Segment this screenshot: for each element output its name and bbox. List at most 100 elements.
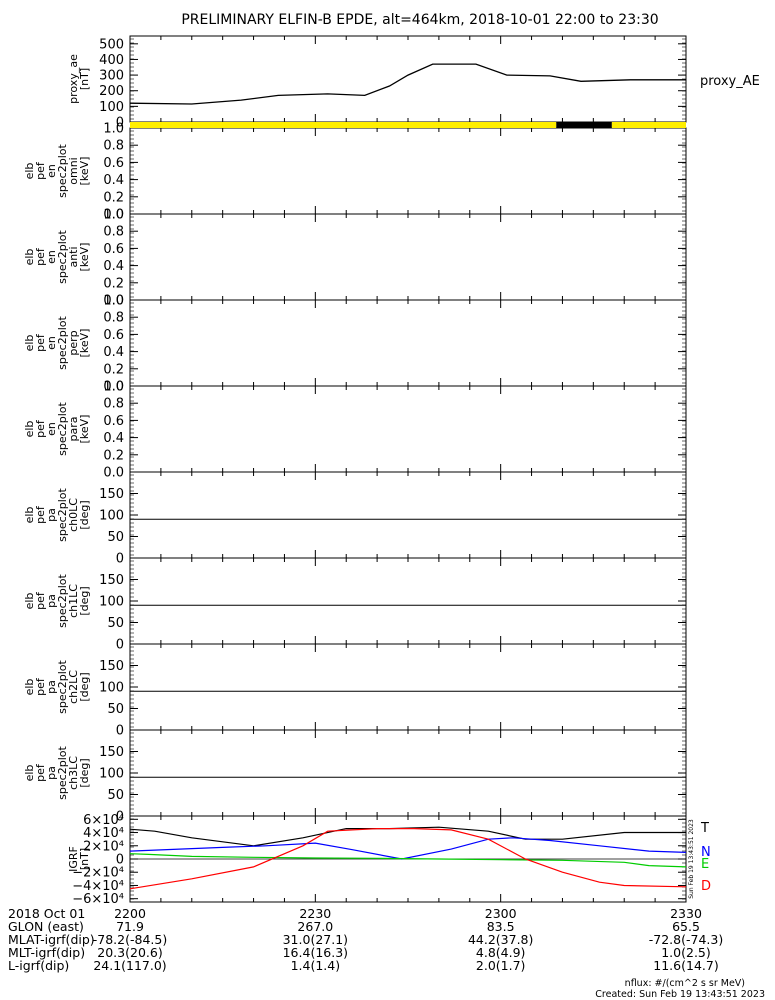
panel-frame xyxy=(129,557,687,645)
y-tick-label: 1.0 xyxy=(103,380,124,395)
axis-row-value: 31.0(27.1) xyxy=(283,932,348,947)
panel-perp: 1.0 0.8 0.6 0.4 0.2 0.0 elbpefenspec2plotperp[… xyxy=(23,294,687,395)
panel-frame xyxy=(129,643,687,731)
y-axis-label-line: pef xyxy=(34,333,47,352)
y-axis-label-line: elb xyxy=(23,507,36,524)
side-timestamp: Sun Feb 19 13:43:51 2023 xyxy=(688,819,695,899)
y-axis-label-line: [keV] xyxy=(78,243,91,272)
y-tick-label: 150 xyxy=(99,487,124,502)
y-tick-label: 0.8 xyxy=(103,139,124,154)
y-tick-label: 50 xyxy=(107,788,124,803)
panel-frame xyxy=(129,35,687,123)
legend-N: N xyxy=(701,845,711,860)
y-axis-label-line: en xyxy=(45,164,58,178)
y-axis-label-line: ch0LC xyxy=(67,498,80,532)
y-tick-label: 150 xyxy=(99,659,124,674)
igrf-N-line xyxy=(129,837,687,860)
y-tick-label: 0.6 xyxy=(103,414,124,429)
status-segment-yellow xyxy=(130,122,557,128)
y-axis-label-line: elb xyxy=(23,593,36,610)
y-axis-label-line: elb xyxy=(23,765,36,782)
axis-row-value: -78.2(-84.5) xyxy=(93,932,167,947)
y-tick-label: −2×10⁴ xyxy=(72,866,124,881)
y-tick-label: 0.0 xyxy=(103,294,124,309)
y-tick-label: 0.0 xyxy=(103,466,124,481)
y-axis-label-line: [deg] xyxy=(78,586,91,615)
y-axis-label-line: IGRF xyxy=(67,846,80,872)
y-tick-label: 0.2 xyxy=(103,190,124,205)
y-axis-label-line: pef xyxy=(34,763,47,782)
y-axis-label-line: ch1LC xyxy=(67,584,80,618)
axis-row-label: MLAT-igrf(dip) xyxy=(8,932,95,947)
y-tick-label: 0 xyxy=(116,552,124,567)
y-axis-label-line: en xyxy=(45,336,58,350)
y-tick-label: 150 xyxy=(99,573,124,588)
legend-E: E xyxy=(701,857,709,872)
y-tick-label: 0.0 xyxy=(103,208,124,223)
y-tick-label: 1.0 xyxy=(103,208,124,223)
y-axis-label-line: spec2plot xyxy=(56,402,69,456)
axis-row-value: 267.0 xyxy=(297,919,333,934)
y-axis-label-line: elb xyxy=(23,335,36,352)
y-axis-label-line: pef xyxy=(34,419,47,438)
y-tick-label: 150 xyxy=(99,745,124,760)
legend-D: D xyxy=(701,879,711,894)
y-axis-label-line: [deg] xyxy=(78,758,91,787)
axis-row-value: 2200 xyxy=(114,906,146,921)
y-tick-label: 0.6 xyxy=(103,242,124,257)
y-axis-label-line: pa xyxy=(45,680,58,694)
footer-layer: 2018 Oct 01 2200 2230 2300 2330 GLON (east) 71… xyxy=(8,906,765,1000)
y-axis-label-line: en xyxy=(45,422,58,436)
y-tick-label: 0.4 xyxy=(103,431,124,446)
axis-row-value: 1.4(1.4) xyxy=(291,958,341,973)
y-axis-label-line: elb xyxy=(23,421,36,438)
y-axis-label-line: omni xyxy=(67,157,80,184)
y-tick-label: 0 xyxy=(116,116,124,131)
y-axis-label-line: pa xyxy=(45,766,58,780)
axis-row-value: 24.1(117.0) xyxy=(93,958,166,973)
y-tick-label: 1.0 xyxy=(103,122,124,137)
y-axis-label-line: elb xyxy=(23,163,36,180)
y-axis-label-line: pef xyxy=(34,591,47,610)
axis-row-value: 2330 xyxy=(670,906,702,921)
y-axis-label-line: [nT] xyxy=(78,68,91,90)
y-tick-label: 0 xyxy=(116,724,124,739)
series-label-proxy-ae: proxy_AE xyxy=(700,74,760,89)
y-axis-label-line: [deg] xyxy=(78,500,91,529)
axis-row-value: 2230 xyxy=(299,906,331,921)
y-tick-label: 0.8 xyxy=(103,397,124,412)
igrf-E-line xyxy=(129,853,687,868)
y-tick-label: 2×10⁴ xyxy=(83,839,124,854)
proxy-ae-line xyxy=(129,63,686,105)
y-axis-label-line: spec2plot xyxy=(56,316,69,370)
y-axis-label-line: [keV] xyxy=(78,157,91,186)
y-axis-label-line: perp xyxy=(67,330,80,355)
y-tick-label: 200 xyxy=(99,84,124,99)
y-axis-label-line: spec2plot xyxy=(56,746,69,800)
axis-row-value: 44.2(37.8) xyxy=(468,932,533,947)
axis-row-value: -72.8(-74.3) xyxy=(649,932,723,947)
status-bar xyxy=(130,122,686,128)
y-axis-label-line: pef xyxy=(34,161,47,180)
y-axis-label-line: pef xyxy=(34,247,47,266)
y-axis-label-line: [deg] xyxy=(78,672,91,701)
y-axis-label-line: elb xyxy=(23,679,36,696)
panel-frame xyxy=(129,471,687,559)
y-axis-label-line: para xyxy=(67,417,80,442)
y-tick-label: 300 xyxy=(99,69,124,84)
y-axis-label-line: elb xyxy=(23,249,36,266)
panel-igrf: 6×10⁴4×10⁴2×10⁴0−2×10⁴−4×10⁴−6×10⁴IGRF[n… xyxy=(67,813,711,907)
y-tick-label: 0 xyxy=(116,810,124,825)
y-axis-label-line: ch2LC xyxy=(67,670,80,704)
y-tick-label: −6×10⁴ xyxy=(72,892,124,907)
y-tick-label: 100 xyxy=(99,100,124,115)
axis-row-value: 71.9 xyxy=(116,919,144,934)
status-segment-black xyxy=(556,122,612,128)
panel-frame xyxy=(129,729,687,817)
y-tick-label: 0.8 xyxy=(103,311,124,326)
